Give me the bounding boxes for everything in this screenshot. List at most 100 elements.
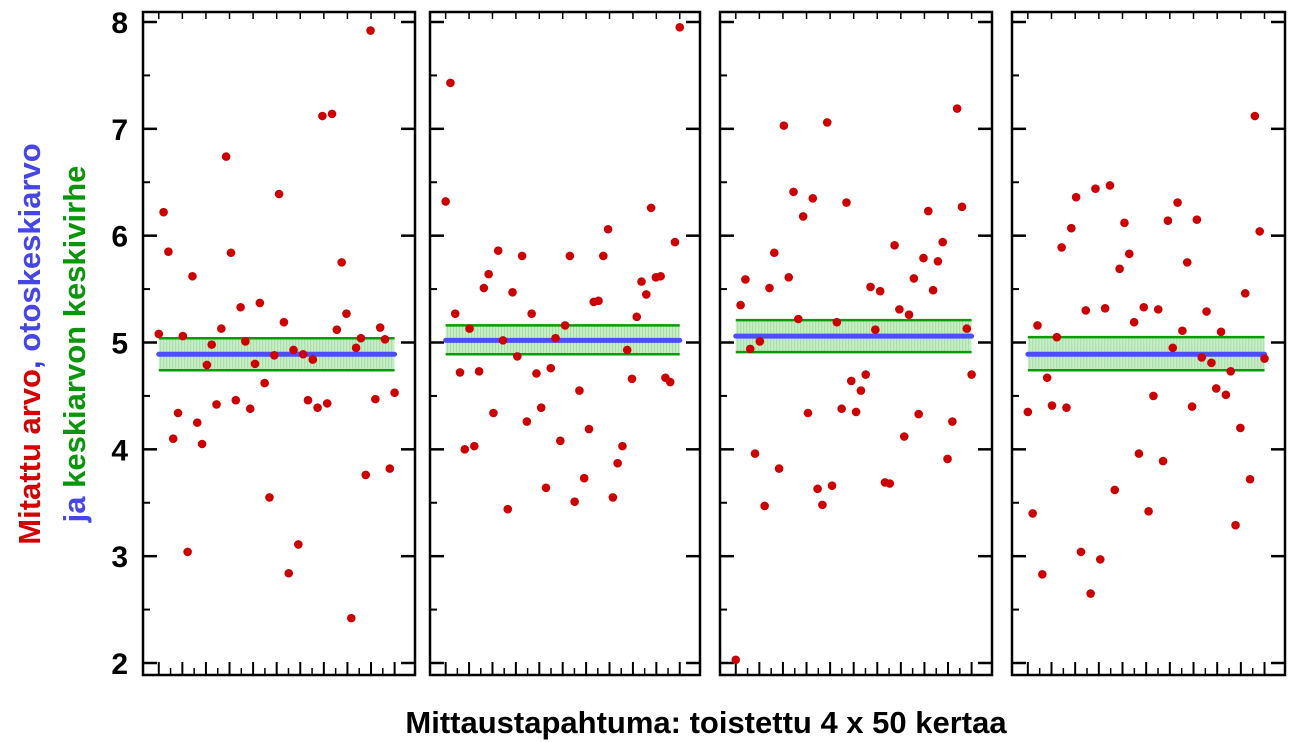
data-point (255, 298, 265, 308)
y-tick-label: 4 (111, 434, 128, 467)
data-point (570, 497, 579, 506)
data-point (909, 274, 919, 283)
data-point (159, 207, 168, 217)
data-point (741, 275, 750, 284)
data-point (943, 454, 952, 464)
data-point (1231, 520, 1240, 530)
data-point (318, 111, 327, 121)
data-point (803, 408, 813, 418)
data-point (1221, 390, 1231, 400)
data-point (375, 323, 385, 332)
data-point (957, 202, 967, 212)
data-point (173, 408, 183, 418)
data-point (1100, 304, 1110, 313)
data-point (952, 104, 962, 113)
data-point (371, 394, 380, 404)
data-point (1207, 358, 1216, 368)
data-point (808, 193, 818, 203)
panel-4 (1010, 10, 1287, 677)
data-point (366, 26, 375, 35)
data-point (904, 310, 914, 320)
data-point (1028, 509, 1037, 518)
data-point (938, 237, 948, 247)
data-point (308, 355, 318, 364)
data-point (769, 248, 779, 258)
data-point (236, 302, 245, 312)
data-point (188, 271, 197, 281)
data-point (914, 409, 923, 419)
data-point (1076, 547, 1086, 557)
data-point (579, 473, 589, 483)
data-point (207, 340, 217, 349)
data-point (1120, 218, 1129, 228)
data-point (1226, 367, 1236, 376)
y-axis-label-part: keskiarvon keskivirhe (57, 166, 92, 488)
data-point (665, 377, 675, 387)
data-point (1033, 321, 1042, 330)
data-point (351, 343, 361, 353)
data-point (313, 403, 322, 412)
data-point (527, 309, 536, 318)
data-point (279, 317, 289, 327)
data-point (1062, 403, 1071, 412)
panel-1 (141, 10, 417, 677)
data-point (565, 251, 575, 261)
data-point (575, 386, 584, 395)
data-point (470, 441, 479, 451)
data-point (356, 333, 366, 343)
data-point (745, 344, 755, 354)
data-point (541, 483, 551, 493)
y-tick-label: 5 (111, 328, 128, 361)
data-point (675, 23, 685, 32)
data-point (380, 334, 390, 344)
data-point (1240, 289, 1250, 298)
x-axis-label: Mittaustapahtuma: toistettu 4 x 50 kerta… (405, 705, 1007, 740)
data-point (1173, 198, 1182, 207)
y-tick-label: 6 (111, 221, 128, 254)
data-point (1197, 353, 1207, 362)
data-point (890, 240, 899, 250)
y-axis-label-part: , (12, 352, 47, 369)
data-point (513, 352, 522, 361)
data-point (441, 197, 450, 206)
data-point (1067, 223, 1076, 233)
data-point (484, 269, 493, 279)
data-point (608, 493, 618, 502)
data-point (642, 290, 651, 299)
data-point (1202, 307, 1211, 316)
data-point (842, 198, 851, 207)
data-point (1081, 306, 1091, 315)
data-point (750, 449, 760, 458)
data-point (1163, 216, 1173, 226)
y-axis-label: Mitattu arvo, otoskeskiarvo ja keskiarvon… (12, 143, 92, 544)
data-point (212, 400, 221, 409)
data-point (1178, 326, 1187, 336)
data-point (327, 109, 337, 119)
data-point (1091, 184, 1100, 193)
data-point (928, 285, 938, 295)
y-axis-label-part: Mitattu arvo (12, 369, 47, 545)
y-tick-label: 8 (111, 7, 128, 40)
data-point (346, 613, 356, 623)
data-point (221, 152, 231, 161)
data-point (774, 464, 784, 473)
data-point (385, 464, 395, 473)
data-point (832, 317, 842, 327)
data-point (517, 251, 527, 261)
data-point (784, 273, 794, 282)
data-point (1149, 391, 1158, 401)
data-point (760, 501, 769, 511)
data-point (1255, 227, 1264, 236)
data-point (871, 325, 880, 334)
y-axis-label-line-2: ja keskiarvon keskivirhe (57, 166, 92, 524)
data-point (303, 395, 313, 405)
data-point (822, 118, 832, 127)
y-tick-labels: 2 3 4 5 6 7 8 (111, 7, 128, 681)
data-point (736, 300, 745, 310)
data-point (460, 445, 470, 454)
data-point (933, 257, 943, 266)
data-point (1115, 264, 1124, 274)
data-point (231, 395, 241, 405)
data-point (1124, 249, 1134, 259)
